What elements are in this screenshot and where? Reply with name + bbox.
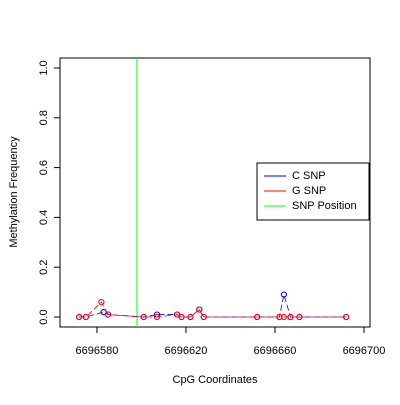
data-point	[100, 308, 107, 316]
y-tick-label: 0.0	[38, 309, 50, 324]
legend-label: G SNP	[292, 185, 326, 197]
data-point	[82, 313, 89, 321]
data-point	[153, 313, 161, 321]
x-tick-label: 6696700	[343, 345, 386, 357]
data-point	[287, 313, 294, 321]
y-tick-label: 0.8	[38, 110, 50, 125]
data-point	[296, 313, 303, 321]
y-tick-label: 0.4	[38, 210, 50, 225]
data-point	[178, 313, 185, 321]
data-point	[343, 313, 350, 321]
data-point	[104, 311, 112, 318]
data-point	[280, 291, 287, 298]
data-point	[196, 306, 203, 313]
data-point	[173, 311, 181, 318]
legend-label: C SNP	[292, 170, 326, 182]
series-line	[79, 301, 347, 318]
y-axis-label: Methylation Frequency	[8, 136, 20, 248]
x-axis-label: CpG Coordinates	[173, 374, 258, 386]
y-tick-label: 0.2	[38, 260, 50, 275]
data-point	[98, 298, 105, 306]
data-point	[140, 313, 147, 321]
x-tick-label: 6696660	[254, 345, 297, 357]
data-point	[76, 313, 83, 321]
series-line	[79, 294, 347, 318]
data-point	[254, 313, 261, 321]
data-point	[187, 313, 194, 321]
legend-label: SNP Position	[292, 200, 357, 212]
data-point	[200, 313, 207, 321]
x-tick-label: 6696620	[165, 345, 208, 357]
plot-box	[59, 57, 371, 328]
y-tick-label: 1.0	[38, 60, 50, 75]
x-tick-label: 6696580	[76, 345, 119, 357]
data-point	[276, 313, 283, 321]
y-tick-label: 0.6	[38, 160, 50, 175]
data-point	[280, 313, 287, 321]
